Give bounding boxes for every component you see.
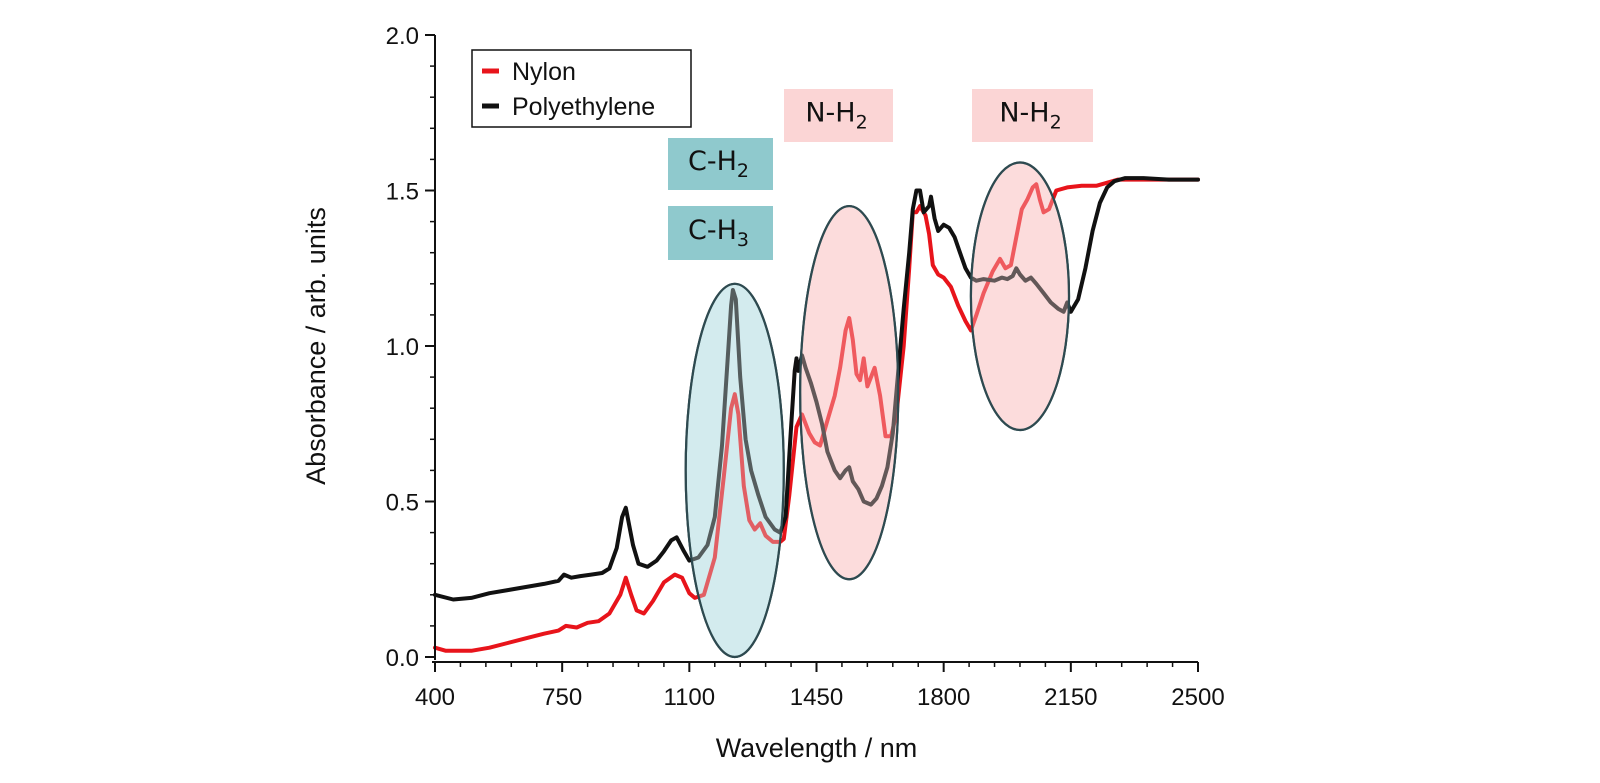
label-box-nh2-second-text: N-H2	[999, 98, 1061, 134]
label-box-ch2-bg	[668, 138, 773, 190]
legend-label-polyethylene: Polyethylene	[512, 93, 655, 121]
label-box-ch3: C-H3	[668, 206, 773, 260]
highlight-ellipse-overlay-1	[799, 204, 900, 581]
legend-frame	[471, 49, 692, 128]
x-tick-label-3: 1450	[790, 684, 843, 711]
label-box-nh2-first: N-H2	[784, 89, 893, 142]
highlight-ellipse-overlay-2	[969, 161, 1071, 432]
label-box-nh2-second-main: N-H	[999, 98, 1049, 129]
label-box-nh2-second: N-H2	[972, 89, 1093, 142]
x-tick-label-5: 2150	[1044, 684, 1097, 711]
series-line-polyethylene	[433, 176, 1200, 602]
label-box-ch3-main: C-H	[688, 215, 737, 246]
label-box-nh2-first-subscript: 2	[856, 112, 868, 134]
label-box-nh2-second-bg	[972, 89, 1093, 142]
label-box-nh2-first-bg	[784, 89, 893, 142]
x-tick-label-1: 750	[542, 684, 582, 711]
label-box-ch3-text: C-H3	[688, 215, 749, 251]
x-tick-label-2: 1100	[664, 684, 716, 711]
x-tick-label-0: 400	[415, 684, 455, 711]
legend-label-nylon: Nylon	[512, 58, 576, 86]
y-tick-label-1: 0.5	[386, 490, 419, 517]
label-box-ch2-subscript: 2	[737, 160, 749, 182]
label-box-ch2-text: C-H2	[688, 146, 749, 182]
label-box-ch3-subscript: 3	[737, 229, 749, 251]
legend: Nylon Polyethylene	[471, 49, 692, 128]
y-axis-title: Absorbance / arb. units	[301, 207, 331, 485]
band-label-boxes: C-H2 C-H3 N-H2 N-H2	[668, 89, 1093, 260]
label-box-nh2-first-main: N-H	[805, 98, 855, 129]
label-box-ch2: C-H2	[668, 138, 773, 190]
y-tick-label-3: 1.5	[386, 179, 419, 206]
highlight-ellipse-overlay-0	[684, 282, 785, 659]
series-line-nylon	[433, 177, 1200, 653]
axes: 0.0 0.5 1.0 1.5 2.0 400 750 1100 1450 1800 2150 250…	[386, 23, 1225, 711]
x-tick-label-4: 1800	[917, 684, 970, 711]
highlight-overlays	[684, 161, 1071, 659]
label-box-nh2-second-subscript: 2	[1050, 112, 1062, 134]
y-tick-label-2: 1.0	[386, 334, 419, 361]
y-tick-label-0: 0.0	[386, 645, 419, 672]
series-lines	[433, 176, 1200, 653]
x-axis-title: Wavelength / nm	[716, 733, 918, 763]
y-tick-label-4: 2.0	[386, 23, 419, 50]
label-box-nh2-first-text: N-H2	[805, 98, 867, 134]
x-tick-label-6: 2500	[1171, 684, 1224, 711]
label-box-ch2-main: C-H	[688, 146, 737, 177]
label-box-ch3-bg	[668, 206, 773, 260]
